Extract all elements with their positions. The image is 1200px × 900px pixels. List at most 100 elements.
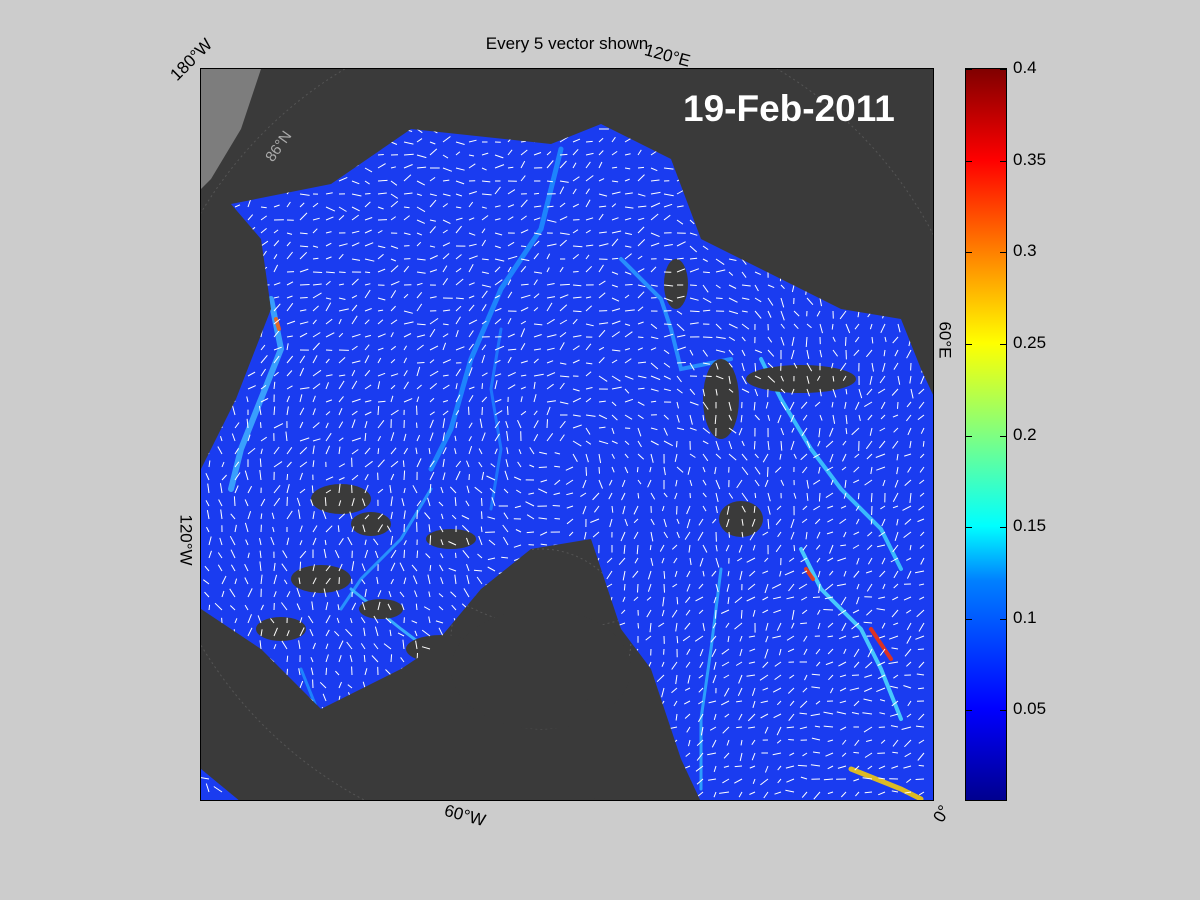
drift-vector xyxy=(585,362,593,365)
drift-vector xyxy=(598,400,606,403)
drift-vector xyxy=(299,284,310,286)
drift-vector xyxy=(325,332,335,338)
drift-vector xyxy=(738,713,743,721)
drift-vector xyxy=(559,342,565,351)
drift-vector xyxy=(312,577,317,585)
drift-vector xyxy=(204,565,210,572)
land-shade xyxy=(201,69,261,189)
drift-vector xyxy=(663,518,667,528)
drift-vector xyxy=(791,427,795,433)
drift-vector xyxy=(205,472,210,481)
drift-vector xyxy=(312,511,315,520)
drift-vector xyxy=(219,537,223,546)
drift-vector xyxy=(876,687,886,693)
drift-vector xyxy=(844,401,847,409)
drift-vector xyxy=(663,284,674,287)
drift-vector xyxy=(656,674,665,683)
drift-vector xyxy=(299,525,303,533)
drift-vector xyxy=(299,550,307,559)
drift-vector xyxy=(806,479,809,489)
drift-vector xyxy=(286,473,289,481)
drift-vector xyxy=(390,265,399,273)
drift-vector xyxy=(559,294,569,299)
drift-vector xyxy=(507,216,514,221)
drift-vector xyxy=(751,752,756,761)
drift-vector xyxy=(454,497,457,507)
drift-vector xyxy=(818,427,821,438)
drift-vector xyxy=(741,453,748,461)
drift-vector xyxy=(377,245,386,249)
drift-vector xyxy=(338,477,345,481)
drift-vector xyxy=(312,202,319,208)
drift-vector xyxy=(312,245,319,248)
drift-vector xyxy=(715,349,726,353)
drift-vector xyxy=(702,297,712,304)
drift-vector xyxy=(232,405,236,416)
drift-vector xyxy=(867,648,873,658)
drift-vector xyxy=(325,476,334,481)
drift-vector xyxy=(741,336,746,342)
drift-vector xyxy=(455,346,465,351)
drift-vector xyxy=(428,591,431,598)
drift-vector xyxy=(824,583,834,591)
drift-vector xyxy=(650,347,657,351)
drift-vector xyxy=(713,596,717,604)
drift-vector xyxy=(903,765,912,769)
drift-vector xyxy=(903,531,912,538)
drift-vector xyxy=(229,605,236,611)
map-frame xyxy=(200,68,934,801)
drift-vector xyxy=(685,609,691,616)
drift-vector xyxy=(461,525,470,533)
drift-vector xyxy=(864,674,873,678)
drift-vector xyxy=(702,440,709,445)
drift-vector xyxy=(738,791,743,798)
drift-vector xyxy=(520,328,526,338)
drift-vector xyxy=(736,700,743,703)
drift-vector xyxy=(876,608,886,611)
drift-vector xyxy=(273,346,282,351)
drift-vector xyxy=(481,167,487,171)
drift-vector xyxy=(513,476,522,481)
drift-vector xyxy=(650,453,654,463)
drift-vector xyxy=(490,463,496,468)
drift-vector xyxy=(867,414,873,421)
drift-vector xyxy=(637,284,646,288)
drift-vector xyxy=(611,453,615,459)
drift-vector xyxy=(481,193,492,196)
drift-vector xyxy=(663,203,673,208)
drift-vector xyxy=(364,308,372,312)
drift-vector xyxy=(298,509,301,520)
drift-vector xyxy=(751,739,756,745)
drift-vector xyxy=(674,570,678,577)
drift-vector xyxy=(481,206,487,209)
drift-vector xyxy=(438,606,444,611)
drift-vector xyxy=(637,321,644,325)
drift-vector xyxy=(204,591,210,598)
drift-vector xyxy=(416,458,422,468)
drift-vector xyxy=(351,449,359,455)
drift-vector xyxy=(364,411,372,416)
drift-vector xyxy=(338,357,346,364)
drift-vector xyxy=(585,140,593,143)
drift-vector xyxy=(260,422,262,429)
drift-vector xyxy=(713,791,717,798)
drift-vector xyxy=(282,550,288,559)
drift-vector xyxy=(837,609,847,616)
drift-vector xyxy=(442,418,446,429)
drift-vector xyxy=(663,427,668,436)
drift-vector xyxy=(299,387,310,390)
drift-vector xyxy=(776,726,782,736)
drift-vector xyxy=(867,765,873,770)
drift-vector xyxy=(676,310,683,315)
drift-vector xyxy=(350,617,353,624)
drift-vector xyxy=(377,319,384,325)
drift-vector xyxy=(611,150,618,156)
drift-vector xyxy=(221,474,227,481)
drift-vector xyxy=(299,193,310,196)
drift-vector xyxy=(494,258,505,262)
drift-vector xyxy=(559,319,568,325)
drift-vector xyxy=(637,166,645,169)
drift-vector xyxy=(448,567,457,572)
drift-vector xyxy=(663,167,674,170)
drift-vector xyxy=(727,596,730,605)
